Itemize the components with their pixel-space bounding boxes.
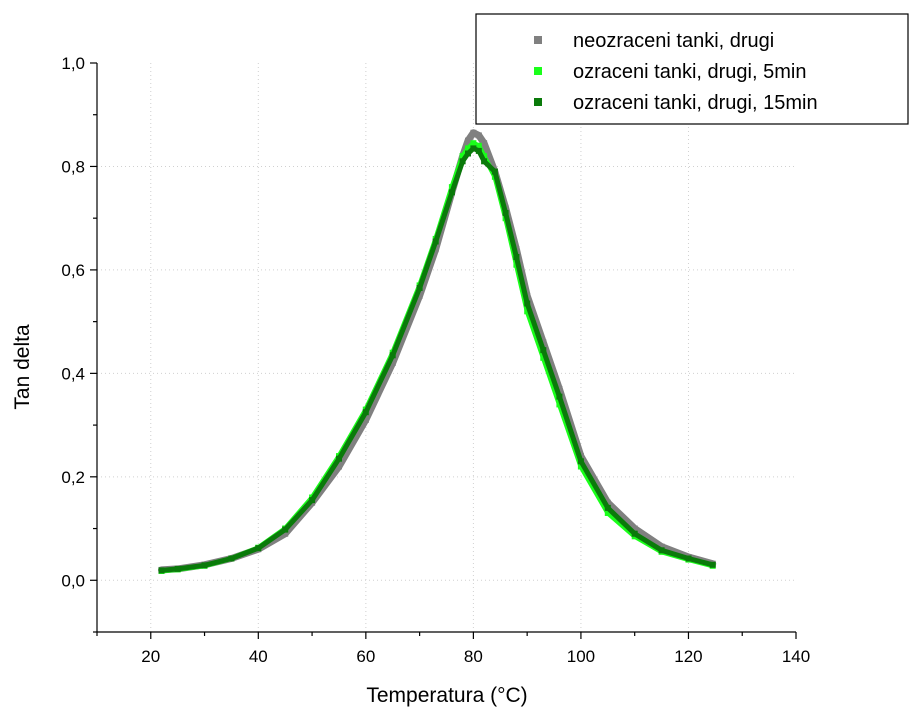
x-tick-label: 60 — [356, 647, 375, 666]
legend-swatch — [534, 98, 542, 106]
data-point — [389, 360, 396, 366]
data-point — [448, 189, 455, 196]
data-point — [465, 137, 471, 144]
x-tick-label: 40 — [249, 647, 268, 666]
x-tick-label: 80 — [464, 647, 483, 666]
data-point — [201, 562, 208, 569]
data-point — [685, 555, 692, 562]
data-point — [282, 530, 289, 537]
y-axis-title: Tan delta — [11, 324, 34, 410]
data-point — [255, 545, 262, 552]
data-point — [174, 565, 181, 572]
x-tick-label: 20 — [141, 647, 160, 666]
data-point — [362, 409, 369, 416]
y-tick-label: 0,2 — [61, 468, 85, 487]
data-point — [362, 416, 369, 423]
data-point — [470, 140, 477, 147]
legend-label: neozraceni tanki, drugi — [573, 30, 774, 52]
data-point — [631, 525, 638, 532]
data-point — [481, 140, 488, 147]
legend-label: ozraceni tanki, drugi, 5min — [573, 61, 806, 83]
data-point — [709, 561, 716, 568]
data-point — [158, 567, 165, 574]
data-point — [282, 526, 289, 533]
y-tick-label: 0,4 — [61, 364, 85, 383]
data-point — [228, 555, 235, 562]
data-point — [604, 510, 611, 516]
plot-area — [158, 129, 717, 574]
data-point — [465, 150, 471, 157]
data-point — [658, 543, 665, 550]
data-point — [604, 499, 611, 506]
data-point — [389, 352, 396, 359]
legend-box — [475, 13, 909, 125]
data-point — [475, 142, 482, 149]
data-point — [513, 254, 520, 260]
data-point — [336, 463, 342, 470]
data-point — [577, 463, 584, 470]
data-point — [481, 158, 488, 165]
data-point — [540, 339, 547, 346]
axes: 20 40 60 80 100 120 140 0,0 0,2 0,4 0,6 0,8 1,0 — [61, 54, 810, 666]
series-line — [158, 129, 717, 574]
data-point — [502, 210, 509, 216]
data-point — [470, 145, 477, 152]
data-point — [658, 547, 665, 554]
data-point — [470, 129, 477, 136]
data-point — [475, 147, 482, 154]
y-tick-label: 0,8 — [61, 157, 85, 176]
data-point — [432, 238, 439, 245]
y-tick-label: 1,0 — [61, 54, 85, 73]
data-point — [556, 385, 563, 392]
data-point — [577, 458, 584, 465]
data-point — [540, 354, 547, 361]
data-point — [524, 300, 531, 307]
series-3 — [158, 145, 716, 574]
data-point — [475, 132, 482, 139]
gridlines — [97, 63, 796, 632]
data-point — [309, 497, 316, 504]
series-line — [159, 145, 716, 573]
legend-swatch — [534, 67, 542, 75]
data-point — [336, 455, 342, 462]
x-axis-title: Temperatura (°C) — [366, 684, 527, 707]
data-point — [459, 153, 466, 160]
series-2 — [158, 140, 716, 574]
data-point — [631, 530, 638, 537]
x-tick-label: 140 — [782, 647, 810, 666]
x-tick-label: 120 — [674, 647, 702, 666]
data-point — [416, 292, 423, 299]
x-tick-label: 100 — [567, 647, 595, 666]
data-point — [556, 393, 563, 400]
legend-label: ozraceni tanki, drugi, 15min — [573, 92, 818, 114]
data-point — [416, 285, 423, 291]
data-point — [459, 158, 466, 165]
legend: neozraceni tanki, drugi ozraceni tanki, d… — [475, 13, 909, 125]
data-point — [465, 145, 471, 152]
y-tick-label: 0,0 — [61, 571, 85, 590]
data-point — [540, 347, 547, 354]
data-point — [432, 246, 439, 253]
series-1 — [158, 129, 717, 574]
series-line — [159, 140, 716, 574]
data-point — [524, 308, 531, 315]
y-tick-label: 0,6 — [61, 261, 85, 280]
data-point — [604, 504, 611, 511]
data-point — [491, 168, 498, 175]
legend-swatch — [534, 36, 542, 44]
